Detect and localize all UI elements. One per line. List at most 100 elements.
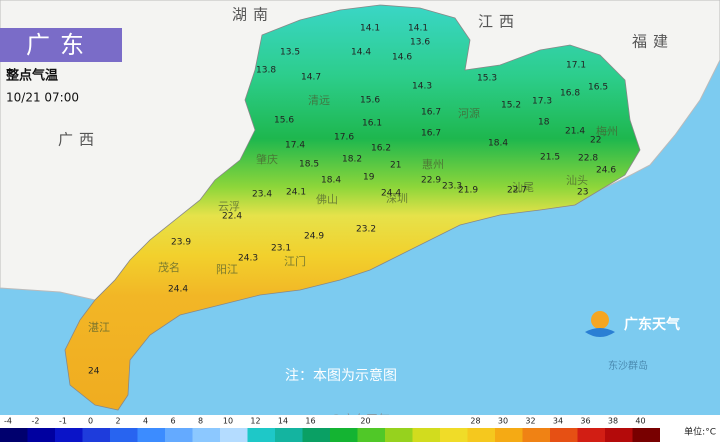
city-label: 佛山 [316,193,338,206]
colorbar-swatch [247,428,275,442]
temperature: 22.8 [578,154,598,164]
temperature: 18.5 [299,160,319,170]
temperature: 22.7 [507,186,527,196]
city-label: 梅州 [596,124,618,138]
temperature: 15.3 [477,74,497,84]
colorbar-tick-label: 16 [305,417,315,426]
colorbar-swatch [357,428,385,442]
colorbar-tick-label: 38 [608,417,618,426]
province-label: 广西 [58,131,100,149]
city-label: 江门 [284,254,306,268]
city-label: 茂名 [158,260,180,274]
colorbar-swatch [577,428,605,442]
city-label: 云浮 [218,200,240,213]
temperature: 23.2 [356,225,376,235]
colorbar-swatch [330,428,358,442]
temperature: 17.1 [566,61,586,71]
city-label: 湛江 [88,321,110,334]
colorbar-tick-label: 12 [250,417,260,426]
time: 10/21 07:00 [6,91,79,105]
guangdong [64,4,641,411]
logo-text: 广东天气 [624,316,680,333]
colorbar-tick-label: 36 [580,417,590,426]
colorbar-tick-label: 40 [635,417,645,426]
temperature: 16.8 [560,89,580,99]
colorbar-tick-label: -1 [59,417,67,426]
temperature: 19 [363,173,375,183]
colorbar-swatch [605,428,633,442]
colorbar-tick-label: 0 [88,417,93,426]
colorbar-tick-label: 6 [170,417,175,426]
colorbar-swatch [27,428,55,442]
temperature: 21.9 [458,186,478,196]
colorbar-swatch [632,428,660,442]
temperature: 17.6 [334,133,354,143]
province-label: 湖南 [232,6,274,24]
colorbar-tick-label: 34 [553,417,563,426]
temperature: 16.2 [371,144,391,154]
temperature: 14.7 [301,73,321,83]
temperature: 24.4 [381,189,401,199]
colorbar-swatch [302,428,330,442]
temperature: 17.3 [532,97,552,107]
colorbar-tick-label: 30 [498,417,508,426]
city-label: 河源 [458,106,480,120]
temperature: 16.5 [588,83,608,93]
temperature: 23 [577,188,588,198]
colorbar-tick-label: -4 [4,417,12,426]
city-label: 肇庆 [256,152,278,166]
colorbar-swatch [137,428,165,442]
temperature: 24 [88,367,100,377]
temperature: 21 [390,161,401,171]
temperature: 18.4 [488,139,508,149]
colorbar-swatch [275,428,303,442]
temperature: 23.3 [442,182,462,192]
colorbar-tick-label: 8 [198,417,203,426]
temperature: 14.1 [408,24,428,34]
colorbar-tick-label: -2 [32,417,40,426]
colorbar-swatch [220,428,248,442]
temperature: 16.1 [362,119,382,129]
colorbar-tick-label: 4 [143,417,148,426]
temperature: 18.2 [342,155,362,165]
temperature: 15.2 [501,101,521,111]
temperature: 22.4 [222,212,242,222]
temperature: 16.7 [421,129,441,139]
colorbar-swatch [55,428,83,442]
city-label: 深圳 [386,192,408,205]
colorbar-swatch [192,428,220,442]
colorbar-tick-label: 2 [115,417,120,426]
temperature: 23.4 [252,190,272,200]
city-label: 阳江 [216,263,238,276]
temperature: 18.4 [321,176,341,186]
note: 注：本图为示意图 [285,367,397,384]
colorbar-swatch [82,428,110,442]
colorbar-swatch [550,428,578,442]
temperature: 14.4 [351,48,371,58]
colorbar-tick-label: 10 [223,417,233,426]
city-label: 汕尾 [512,181,534,194]
colorbar-swatch [110,428,138,442]
city-label: 清远 [308,94,330,107]
temperature: 15.6 [274,116,294,126]
temperature: 21.4 [565,127,585,137]
temperature: 13.5 [280,48,300,58]
temperature: 22.9 [421,176,441,186]
logo-wave [585,328,615,337]
temperature: 21.5 [540,153,560,163]
temperature: 14.1 [360,24,380,34]
title-box [0,28,122,62]
temperature: 13.6 [410,38,430,48]
temperature: 24.1 [286,188,306,198]
colorbar-swatch [385,428,413,442]
temperature: 14.3 [412,82,432,92]
temperature: 16.7 [421,108,441,118]
temperature: 24.4 [168,285,188,295]
temperature: 23.9 [171,238,191,248]
island-label: 东沙群岛 [608,359,648,372]
colorbar-swatch [165,428,193,442]
temperature: 24.9 [304,232,324,242]
colorbar-tick-label: 28 [470,417,480,426]
